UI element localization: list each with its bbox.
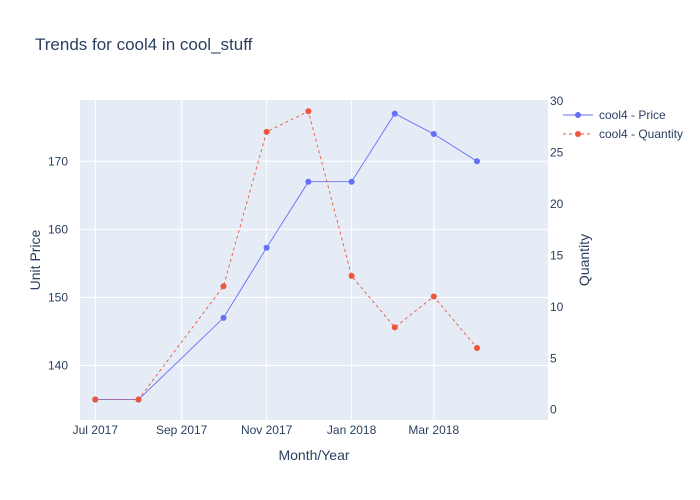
- data-point[interactable]: [391, 110, 398, 117]
- legend[interactable]: cool4 - Price cool4 - Quantity: [563, 108, 683, 141]
- legend-label: cool4 - Price: [599, 108, 666, 122]
- data-point[interactable]: [305, 108, 312, 115]
- y2-tick-label: 15: [550, 248, 564, 262]
- data-point[interactable]: [263, 244, 270, 251]
- data-point[interactable]: [348, 178, 355, 185]
- x-tick-label: Mar 2018: [408, 423, 459, 437]
- data-point[interactable]: [474, 345, 480, 351]
- chart-title: Trends for cool4 in cool_stuff: [35, 35, 253, 54]
- data-point[interactable]: [135, 396, 142, 403]
- plot-background: [80, 100, 548, 420]
- y-axis-title: Unit Price: [27, 229, 43, 290]
- y2-tick-label: 20: [550, 197, 564, 211]
- series-layer: [92, 108, 480, 403]
- x-tick-label: Jan 2018: [327, 423, 377, 437]
- legend-marker: [575, 112, 581, 118]
- y2-tick-label: 0: [550, 403, 557, 417]
- x-axis-title: Month/Year: [278, 447, 349, 463]
- y2-tick-label: 10: [550, 300, 564, 314]
- legend-label: cool4 - Quantity: [599, 127, 683, 141]
- x-tick-label: Nov 2017: [241, 423, 293, 437]
- y-tick-label: 170: [48, 154, 68, 168]
- series-2: [92, 108, 480, 403]
- legend-item[interactable]: cool4 - Quantity: [563, 127, 683, 141]
- y-tick-label: 150: [48, 290, 68, 304]
- data-point[interactable]: [220, 314, 227, 321]
- y2-tick-label: 30: [550, 94, 564, 108]
- x-tick-label: Sep 2017: [156, 423, 208, 437]
- data-point[interactable]: [430, 131, 437, 137]
- x-tick-label: Jul 2017: [73, 423, 119, 437]
- data-point[interactable]: [220, 283, 227, 290]
- legend-marker: [575, 131, 581, 137]
- y2-tick-label: 25: [550, 145, 564, 159]
- data-point[interactable]: [348, 272, 355, 279]
- ticks-layer: Jul 2017 Sep 2017 Nov 2017 Jan 2018 Mar 2018…: [48, 94, 564, 437]
- data-point[interactable]: [263, 128, 270, 135]
- y-tick-label: 140: [48, 359, 68, 373]
- data-point[interactable]: [391, 324, 398, 331]
- data-point[interactable]: [92, 396, 99, 403]
- y-tick-label: 160: [48, 222, 68, 236]
- data-point[interactable]: [474, 158, 480, 165]
- y2-tick-label: 5: [550, 351, 557, 365]
- grid: [80, 100, 548, 420]
- data-point[interactable]: [305, 178, 312, 185]
- data-point[interactable]: [430, 293, 437, 300]
- legend-item[interactable]: cool4 - Price: [563, 108, 666, 122]
- y2-axis-title: Quantity: [576, 234, 592, 286]
